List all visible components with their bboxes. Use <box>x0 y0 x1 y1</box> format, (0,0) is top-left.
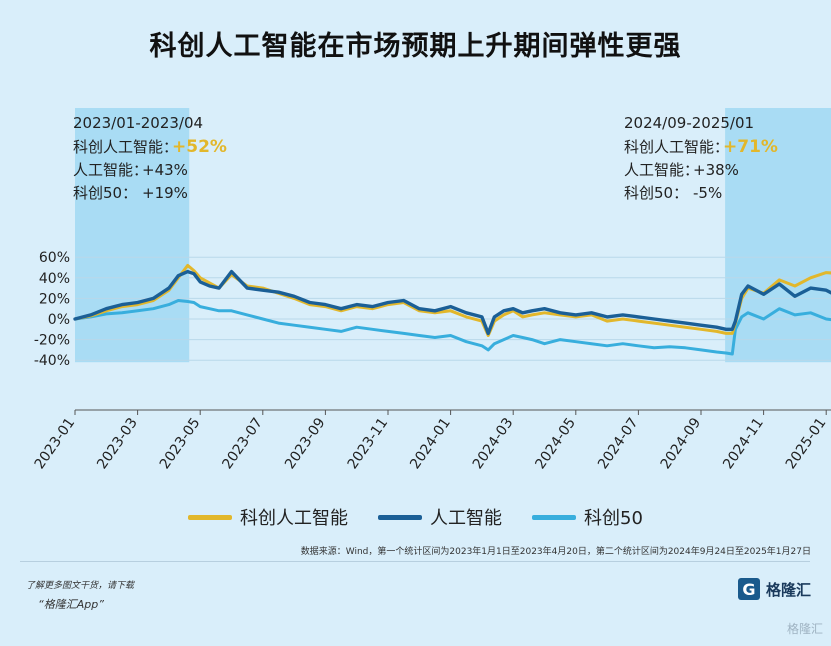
y-tick-label: -20% <box>34 333 70 349</box>
annotation-label: 人工智能： <box>624 161 699 179</box>
legend-swatch-kc50 <box>532 514 577 520</box>
divider <box>20 561 810 562</box>
highlight-band-0 <box>75 108 190 363</box>
annotation-value-highlight: +71% <box>723 137 778 157</box>
series-line-kc50 <box>73 299 831 356</box>
x-tick-label: 2023-03 <box>94 415 141 472</box>
annotation-label: 人工智能： <box>73 161 148 179</box>
footer-note: 了解更多图文干货，请下载 <box>26 581 135 591</box>
x-tick-label: 2023-07 <box>219 415 266 472</box>
annotation-period: 2024/09-2025/01 <box>624 114 754 132</box>
annotation-period: 2023/01-2023/04 <box>73 114 203 132</box>
annotation-value-highlight: +52% <box>172 137 227 157</box>
legend-item-ai: 人工智能 <box>378 504 502 530</box>
legend-label-ai: 人工智能 <box>430 508 503 529</box>
x-tick-label: 2024-09 <box>658 415 705 472</box>
annotation-value: +19% <box>142 184 188 202</box>
y-tick-label: 40% <box>39 271 70 287</box>
series-line-ai <box>73 269 831 336</box>
x-tick-label: 2023-09 <box>282 415 329 472</box>
brand-icon: G <box>737 578 760 600</box>
y-tick-label: -40% <box>34 353 70 369</box>
x-tick-label: 2024-11 <box>720 415 767 472</box>
annotation-value: +43% <box>142 161 188 179</box>
highlight-band-1 <box>725 108 831 363</box>
annotation-value: +38% <box>693 161 739 179</box>
x-tick-label: 2024-07 <box>595 415 642 472</box>
x-tick-label: 2024-01 <box>407 415 454 472</box>
y-tick-label: 0% <box>48 312 70 328</box>
annotation-value: -5% <box>693 184 722 202</box>
annotation-label: 科创人工智能： <box>624 138 729 156</box>
y-tick-label: 60% <box>39 250 70 266</box>
legend-label-kcai: 科创人工智能 <box>240 508 349 529</box>
x-tick-label: 2025-01 <box>783 415 830 472</box>
annotation-label: 科创人工智能： <box>73 138 178 156</box>
x-tick-label: 2024-05 <box>532 415 579 472</box>
annotation-label: 科创50： <box>73 184 137 202</box>
legend-label-kc50: 科创50 <box>584 508 643 529</box>
x-tick-label: 2024-03 <box>470 415 517 472</box>
legend: 科创人工智能 人工智能 科创50 <box>0 504 831 530</box>
brand-logo: G 格隆汇 <box>737 578 811 600</box>
x-tick-label: 2023-11 <box>345 415 392 472</box>
legend-swatch-kcai <box>188 514 233 520</box>
source-note: 数据来源：Wind，第一个统计区间为2023年1月1日至2023年4月20日，第… <box>300 547 811 557</box>
footer-app-name: “格隆汇App” <box>38 598 104 611</box>
legend-item-kcai: 科创人工智能 <box>188 504 348 530</box>
x-tick-label: 2023-05 <box>157 415 204 472</box>
legend-item-kc50: 科创50 <box>532 504 643 530</box>
watermark: 格隆汇 <box>786 622 823 636</box>
brand-name: 格隆汇 <box>765 580 811 599</box>
chart-title: 科创人工智能在市场预期上升期间弹性更强 <box>149 31 682 62</box>
x-tick-label: 2023-01 <box>32 415 79 472</box>
legend-swatch-ai <box>378 514 423 520</box>
annotation-label: 科创50： <box>624 184 688 202</box>
y-tick-label: 20% <box>39 291 70 307</box>
